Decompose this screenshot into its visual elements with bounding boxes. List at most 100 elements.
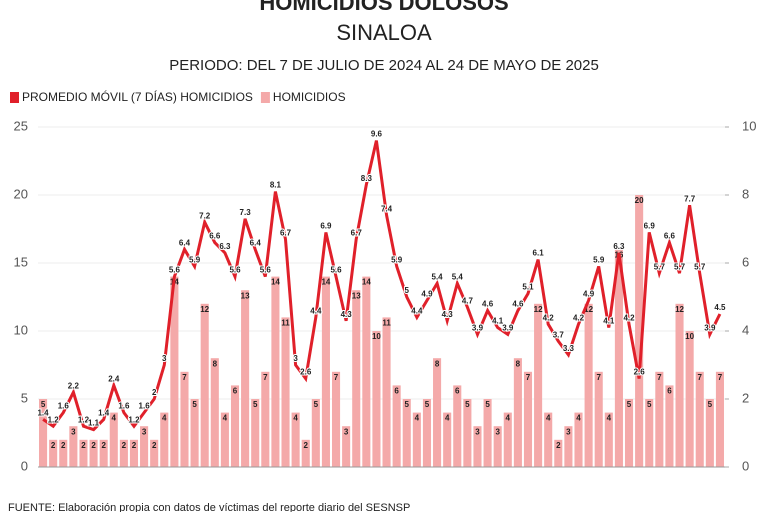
bar-label: 4 bbox=[293, 414, 298, 423]
bar-label: 7 bbox=[718, 373, 723, 382]
line-label: 5.6 bbox=[169, 266, 181, 275]
bar-label: 4 bbox=[506, 414, 511, 423]
bar-label: 2 bbox=[81, 441, 86, 450]
bar-label: 8 bbox=[435, 359, 440, 368]
line-label: 6.3 bbox=[613, 242, 625, 251]
bar bbox=[321, 276, 330, 467]
bar-label: 4 bbox=[415, 414, 420, 423]
bar bbox=[271, 276, 280, 467]
bar bbox=[291, 412, 300, 467]
bar-label: 5 bbox=[708, 400, 713, 409]
bar bbox=[493, 426, 502, 467]
source: FUENTE: Elaboración propia con datos de … bbox=[8, 502, 410, 512]
bar bbox=[190, 399, 199, 467]
line-label: 4.6 bbox=[482, 300, 494, 309]
bar bbox=[443, 412, 452, 467]
bar bbox=[463, 399, 472, 467]
y2-tick-label: 8 bbox=[742, 186, 749, 201]
bar bbox=[99, 439, 108, 467]
bar-label: 3 bbox=[475, 427, 480, 436]
y-tick-label: 20 bbox=[14, 186, 28, 201]
line-label: 5.4 bbox=[452, 273, 464, 282]
y2-tick-label: 4 bbox=[742, 322, 749, 337]
bar-label: 5 bbox=[485, 400, 490, 409]
bar bbox=[675, 303, 684, 467]
bar-label: 12 bbox=[675, 305, 684, 314]
line-label: 5.6 bbox=[330, 266, 342, 275]
line-label: 4.1 bbox=[603, 317, 615, 326]
bar bbox=[483, 399, 492, 467]
bar-label: 8 bbox=[213, 359, 218, 368]
bar-label: 3 bbox=[566, 427, 571, 436]
line-label: 2.4 bbox=[108, 375, 120, 384]
bar bbox=[170, 276, 179, 467]
line-label: 2 bbox=[152, 388, 157, 397]
line-label: 3.9 bbox=[472, 324, 484, 333]
line-label: 1.4 bbox=[37, 409, 49, 418]
bar bbox=[119, 439, 128, 467]
bar bbox=[49, 439, 58, 467]
line-label: 6.6 bbox=[209, 232, 221, 241]
line-label: 1.6 bbox=[58, 402, 70, 411]
bar bbox=[705, 399, 714, 467]
bar bbox=[534, 303, 543, 467]
legend-swatch bbox=[260, 92, 270, 103]
line-label: 4.5 bbox=[714, 303, 726, 312]
line-label: 7.4 bbox=[381, 205, 393, 214]
y-tick-label: 25 bbox=[14, 118, 28, 133]
bar bbox=[604, 412, 613, 467]
bar bbox=[311, 399, 320, 467]
bar bbox=[564, 426, 573, 467]
bar bbox=[251, 399, 260, 467]
moving-average-line bbox=[42, 140, 722, 432]
bar-label: 14 bbox=[271, 278, 280, 287]
y2-tick-label: 10 bbox=[742, 118, 756, 133]
bar bbox=[140, 426, 149, 467]
bar bbox=[695, 371, 704, 467]
line-label: 4.9 bbox=[583, 290, 595, 299]
bar-label: 2 bbox=[152, 441, 157, 450]
chart-title: HOMICIDIOS DOLOSOS bbox=[259, 0, 508, 15]
bar-label: 5 bbox=[647, 400, 652, 409]
bar-label: 4 bbox=[445, 414, 450, 423]
line-label: 4.4 bbox=[411, 307, 423, 316]
bar bbox=[79, 439, 88, 467]
line-label: 4.2 bbox=[623, 313, 635, 322]
line-label: 4.2 bbox=[543, 313, 555, 322]
bar bbox=[473, 426, 482, 467]
line-label: 6.4 bbox=[250, 239, 262, 248]
bar bbox=[382, 317, 391, 467]
line-label: 5.9 bbox=[189, 256, 201, 265]
bar-label: 2 bbox=[51, 441, 56, 450]
bar bbox=[715, 371, 724, 467]
bar bbox=[412, 412, 421, 467]
bar-label: 7 bbox=[657, 373, 662, 382]
line-label: 2.6 bbox=[634, 368, 646, 377]
line-label: 3.7 bbox=[553, 330, 565, 339]
bar-label: 12 bbox=[534, 305, 543, 314]
line-label: 8.3 bbox=[361, 174, 373, 183]
line-label: 4.7 bbox=[462, 296, 474, 305]
bar-label: 6 bbox=[233, 387, 238, 396]
bar-label: 10 bbox=[372, 332, 381, 341]
y-tick-label: 10 bbox=[14, 322, 28, 337]
bar bbox=[331, 371, 341, 467]
line-label: 6.6 bbox=[664, 232, 676, 241]
bar bbox=[230, 385, 240, 467]
bar bbox=[281, 317, 290, 467]
line-label: 5 bbox=[405, 286, 410, 295]
bar-label: 3 bbox=[495, 427, 500, 436]
bar bbox=[624, 399, 634, 467]
line-label: 5.6 bbox=[260, 266, 272, 275]
line-label: 5.1 bbox=[522, 283, 534, 292]
bar-label: 4 bbox=[112, 414, 117, 423]
line-label: 6.1 bbox=[533, 249, 545, 258]
line-label: 6.9 bbox=[644, 222, 656, 231]
bar-label: 5 bbox=[253, 400, 258, 409]
bar-label: 5 bbox=[465, 400, 470, 409]
bar bbox=[301, 439, 310, 467]
bar bbox=[665, 385, 674, 467]
bar bbox=[584, 303, 593, 467]
bar bbox=[39, 399, 48, 467]
line-label: 4.6 bbox=[512, 300, 524, 309]
